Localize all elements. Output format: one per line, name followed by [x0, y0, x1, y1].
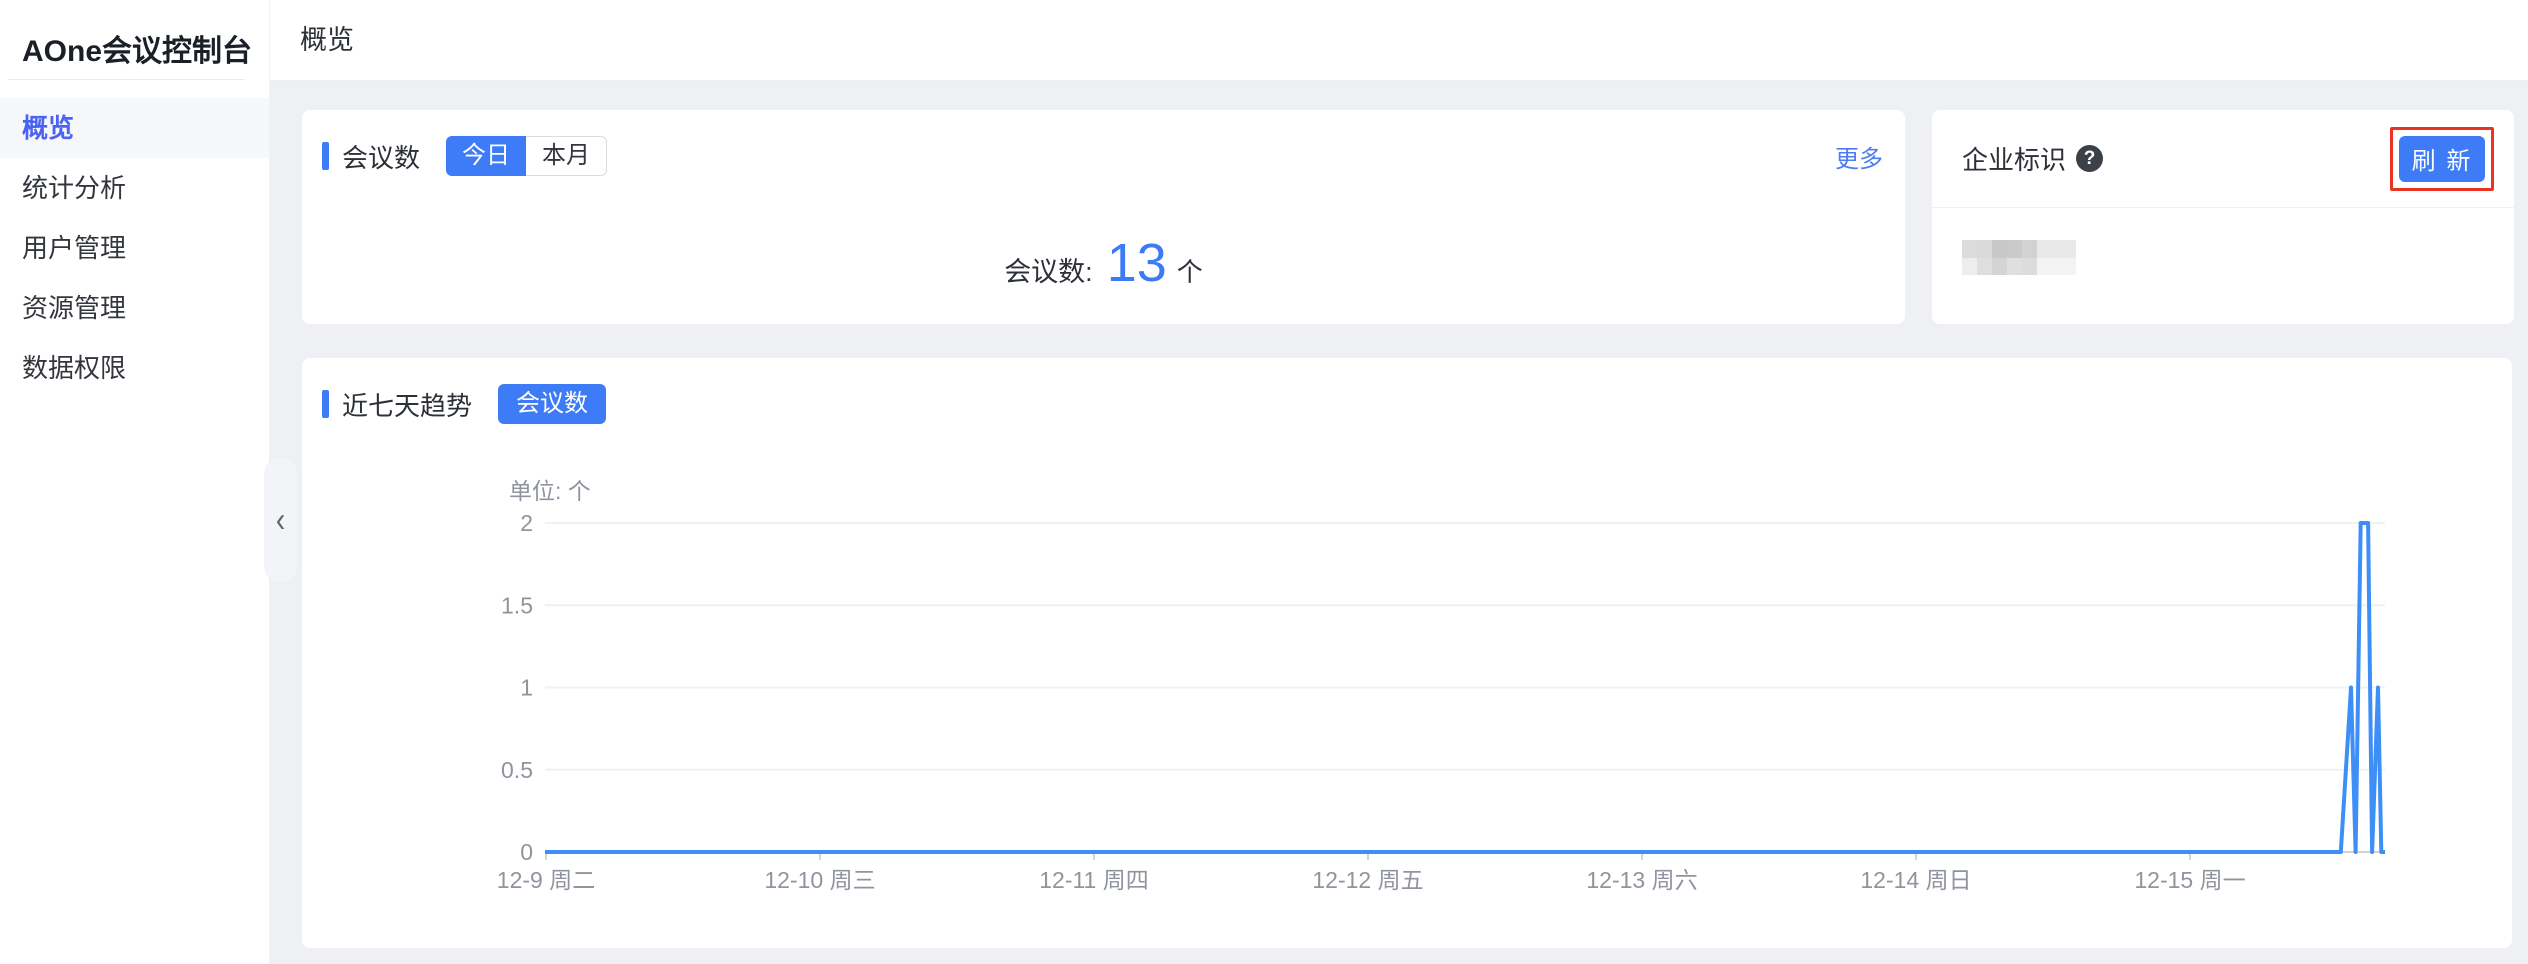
period-segmented-control: 今日 本月: [446, 136, 608, 176]
svg-text:12-9 周二: 12-9 周二: [497, 867, 595, 893]
svg-text:0.5: 0.5: [501, 757, 533, 783]
svg-text:0: 0: [520, 839, 533, 865]
enterprise-card-title: 企业标识: [1962, 145, 2067, 175]
trend-card-title: 近七天趋势: [342, 390, 473, 421]
trend-card-head: 近七天趋势 会议数: [302, 358, 2512, 424]
tab-this-month[interactable]: 本月: [526, 136, 608, 176]
sidebar-divider: [8, 79, 245, 80]
svg-text:12-15 周一: 12-15 周一: [2134, 867, 2245, 893]
title-marker-icon: [322, 390, 329, 418]
sidebar: AOne会议控制台 概览 统计分析 用户管理 资源管理 数据权限: [0, 0, 270, 964]
sidebar-item-statistics[interactable]: 统计分析: [22, 173, 127, 203]
trend-chart: 0 0.5 1 1.5 2 单位: 个 12-9 周二 12-10 周三 12-11 周四 12-…: [497, 478, 2385, 893]
tab-today[interactable]: 今日: [446, 136, 527, 176]
more-link[interactable]: 更多: [1835, 145, 1883, 173]
enterprise-card: 企业标识 ? 刷 新: [1932, 110, 2514, 324]
annotation-highlight: 刷 新: [2390, 126, 2494, 191]
sidebar-item-user-management[interactable]: 用户管理: [22, 233, 127, 263]
redacted-pixels: [1962, 258, 2076, 275]
enterprise-card-head: 企业标识 ? 刷 新: [1932, 110, 2514, 208]
svg-text:12-13 周六: 12-13 周六: [1586, 867, 1697, 893]
top-header: 概览: [270, 0, 2528, 80]
sidebar-item-overview[interactable]: 概览: [0, 98, 269, 158]
chevron-left-icon: ‹: [275, 500, 286, 539]
meetings-stat-label: 会议数:: [1004, 257, 1093, 287]
page-title: 概览: [300, 25, 354, 55]
svg-text:1: 1: [520, 675, 533, 701]
svg-text:2: 2: [520, 510, 533, 536]
meetings-card-title: 会议数: [342, 142, 421, 173]
svg-text:单位: 个: 单位: 个: [509, 478, 591, 504]
sidebar-collapse-trigger[interactable]: ‹: [264, 458, 297, 582]
meetings-stat-unit: 个: [1176, 257, 1203, 287]
meetings-stat-value: 13: [1106, 233, 1167, 293]
redacted-pixels: [1962, 240, 2076, 258]
title-marker-icon: [322, 142, 329, 170]
sidebar-item-resource-management[interactable]: 资源管理: [22, 293, 127, 323]
svg-text:1.5: 1.5: [501, 592, 533, 618]
meetings-stat: 会议数: 13 个: [302, 232, 1905, 294]
refresh-button[interactable]: 刷 新: [2399, 135, 2485, 182]
svg-text:12-12 周五: 12-12 周五: [1312, 867, 1423, 893]
redacted-enterprise-id: [1962, 240, 2076, 275]
svg-text:12-10 周三: 12-10 周三: [764, 867, 875, 893]
help-icon[interactable]: ?: [2076, 145, 2104, 172]
sidebar-item-data-permissions[interactable]: 数据权限: [22, 353, 127, 383]
sidebar-menu: 概览 统计分析 用户管理 资源管理 数据权限: [0, 98, 269, 398]
meetings-card-head: 会议数 今日 本月 更多: [302, 110, 1905, 176]
trend-card: 0 0.5 1 1.5 2 单位: 个 12-9 周二 12-10 周三 12-11 周四 12-…: [302, 358, 2512, 948]
svg-text:12-11 周四: 12-11 周四: [1039, 867, 1149, 893]
series-button-meetings[interactable]: 会议数: [498, 384, 607, 424]
svg-text:12-14 周日: 12-14 周日: [1860, 867, 1971, 893]
meetings-card: 会议数 今日 本月 更多 会议数: 13 个: [302, 110, 1905, 324]
app-title: AOne会议控制台: [22, 35, 253, 68]
